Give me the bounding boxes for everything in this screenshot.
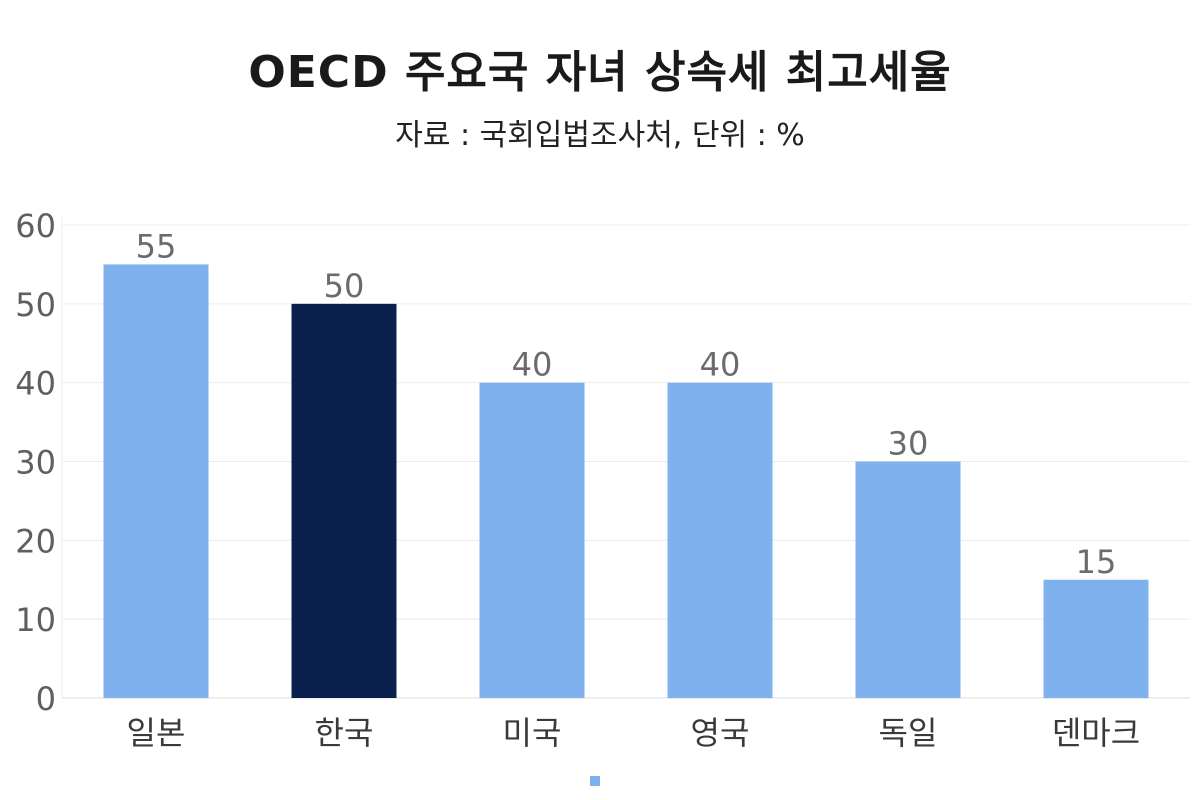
category-label: 독일	[879, 714, 938, 752]
bar	[855, 461, 961, 698]
bar	[479, 382, 585, 698]
bar	[103, 264, 209, 698]
chart-subtitle: 자료 : 국회입법조사처, 단위 : %	[395, 118, 805, 153]
category-label: 영국	[691, 714, 750, 752]
data-label: 40	[512, 346, 553, 384]
bar	[667, 382, 773, 698]
bars	[103, 264, 1149, 698]
y-tick-label: 0	[36, 680, 56, 718]
y-tick-label: 40	[15, 365, 56, 403]
bar	[291, 303, 397, 698]
y-axis: 0 10 20 30 40 50 60	[15, 207, 56, 718]
legend-marker	[590, 776, 600, 786]
y-tick-label: 20	[15, 522, 56, 560]
category-label: 덴마크	[1052, 714, 1140, 752]
category-label: 일본	[127, 714, 186, 752]
data-label: 30	[888, 425, 929, 463]
y-tick-label: 50	[15, 286, 56, 324]
data-labels: 55 50 40 40 30 15	[136, 227, 1117, 580]
x-axis: 일본 한국 미국 영국 독일 덴마크	[127, 714, 1141, 752]
grid-lines	[61, 217, 1190, 699]
y-tick-label: 60	[15, 207, 56, 245]
category-label: 미국	[503, 714, 562, 752]
category-label: 한국	[315, 714, 374, 752]
data-label: 55	[136, 227, 177, 265]
bar	[1043, 579, 1149, 698]
data-label: 15	[1076, 543, 1117, 581]
y-tick-label: 30	[15, 444, 56, 482]
y-tick-label: 10	[15, 601, 56, 639]
data-label: 50	[324, 267, 365, 305]
data-label: 40	[700, 346, 741, 384]
chart-title: OECD 주요국 자녀 상속세 최고세율	[248, 47, 952, 98]
